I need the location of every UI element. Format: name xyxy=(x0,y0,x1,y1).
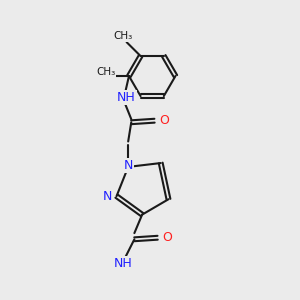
Text: CH₃: CH₃ xyxy=(113,31,132,41)
Text: NH: NH xyxy=(114,257,133,270)
Text: N: N xyxy=(103,190,112,203)
Text: O: O xyxy=(159,114,169,127)
Text: CH₃: CH₃ xyxy=(96,67,115,77)
Text: O: O xyxy=(162,231,172,244)
Text: NH: NH xyxy=(117,91,136,104)
Text: N: N xyxy=(124,159,133,172)
